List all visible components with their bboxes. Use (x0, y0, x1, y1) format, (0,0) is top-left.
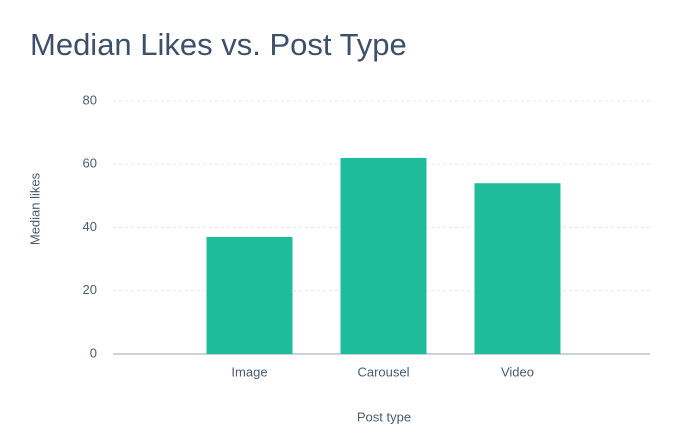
bar (340, 157, 427, 354)
y-tick-label: 40 (83, 219, 97, 234)
y-axis-label: Median likes (27, 172, 42, 245)
y-tick-label: 20 (83, 282, 97, 297)
bar (206, 236, 293, 354)
y-tick-label: 0 (90, 345, 97, 360)
x-tick-label: Image (231, 364, 267, 379)
y-tick-label: 60 (83, 156, 97, 171)
x-axis-label: Post type (357, 409, 411, 424)
bar (474, 183, 561, 354)
chart-title: Median Likes vs. Post Type (30, 27, 407, 62)
x-tick-label: Video (501, 364, 534, 379)
x-tick-label: Carousel (357, 364, 409, 379)
y-tick-label: 80 (83, 92, 97, 107)
